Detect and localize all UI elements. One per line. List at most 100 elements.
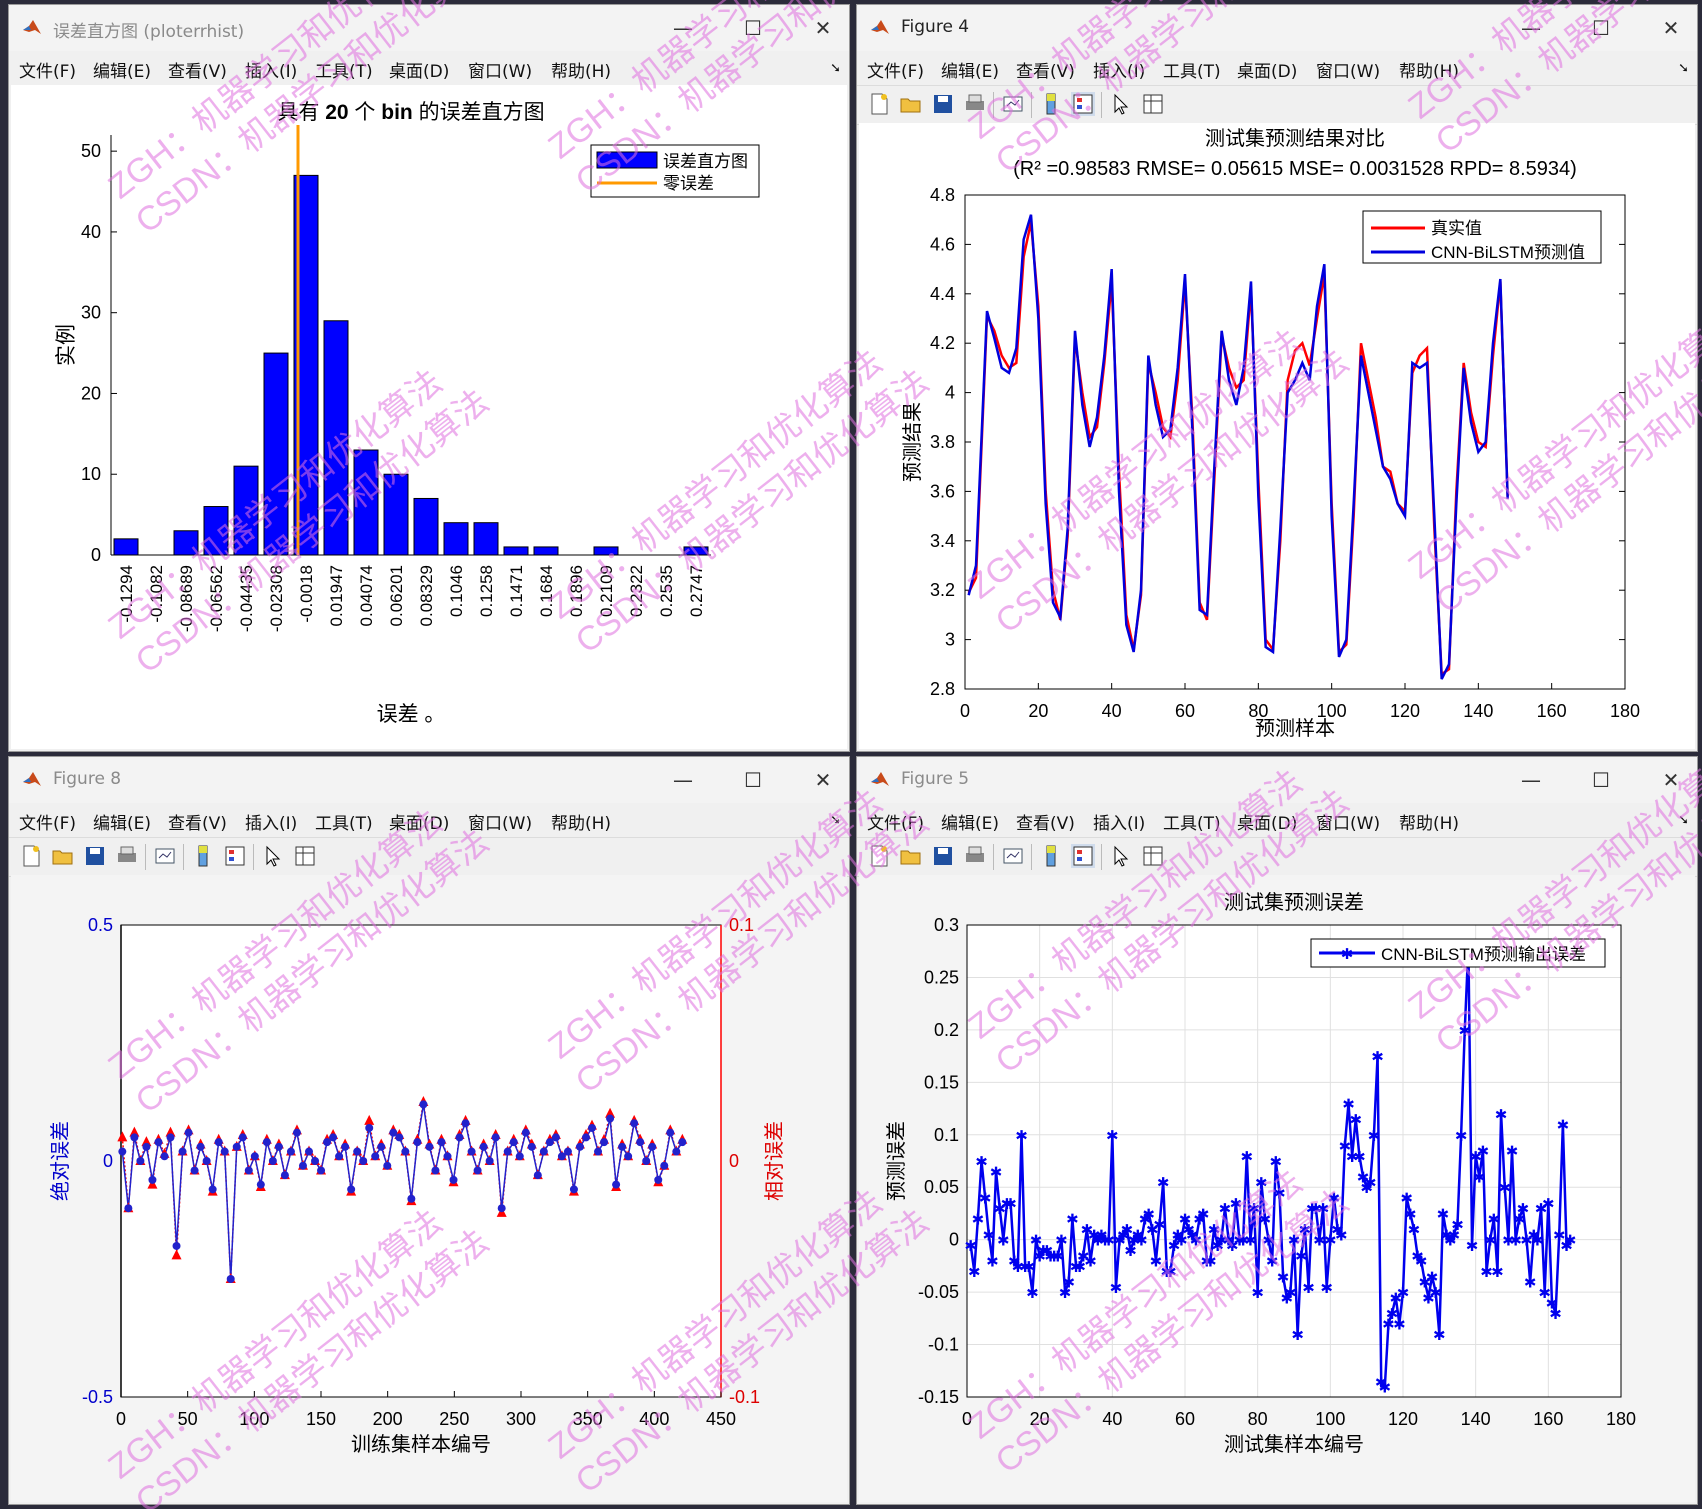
link-plot-icon[interactable] bbox=[1001, 844, 1025, 868]
error-marker: ✱ bbox=[1404, 1206, 1417, 1223]
property-editor-icon[interactable] bbox=[1141, 844, 1165, 868]
menu-file[interactable]: 文件(F) bbox=[867, 62, 925, 82]
titlebar[interactable]: 误差直方图 (ploterrhist) — ☐ ✕ bbox=[9, 5, 849, 51]
link-plot-icon[interactable] bbox=[153, 844, 177, 868]
print-icon[interactable] bbox=[963, 844, 987, 868]
menu-view[interactable]: 查看(V) bbox=[1016, 62, 1075, 82]
close-button[interactable]: ✕ bbox=[1662, 768, 1680, 792]
absolute-error-marker bbox=[262, 1138, 271, 1147]
menu-help[interactable]: 帮助(H) bbox=[1399, 814, 1460, 834]
titlebar[interactable]: Figure 4 — ☐ ✕ bbox=[857, 5, 1697, 51]
open-folder-icon[interactable] bbox=[51, 844, 75, 868]
pointer-icon[interactable] bbox=[261, 844, 285, 868]
minimize-button[interactable]: — bbox=[673, 16, 693, 40]
menu-help[interactable]: 帮助(H) bbox=[1399, 62, 1460, 82]
toolbar-toggle-arrow-icon[interactable]: ➘ bbox=[1678, 61, 1689, 76]
legend-icon[interactable] bbox=[1071, 92, 1095, 116]
menu-tools[interactable]: 工具(T) bbox=[315, 814, 373, 834]
absolute-error-marker bbox=[130, 1133, 139, 1142]
menu-window[interactable]: 窗口(W) bbox=[468, 62, 533, 82]
legend: ✱ CNN-BiLSTM预测输出误差 bbox=[1310, 938, 1606, 968]
new-figure-icon[interactable] bbox=[19, 844, 43, 868]
menu-insert[interactable]: 插入(I) bbox=[1093, 814, 1146, 834]
menu-desktop[interactable]: 桌面(D) bbox=[389, 814, 450, 834]
maximize-button[interactable]: ☐ bbox=[1592, 768, 1610, 792]
property-editor-icon[interactable] bbox=[293, 844, 317, 868]
error-marker: ✱ bbox=[1371, 1049, 1384, 1066]
menu-desktop[interactable]: 桌面(D) bbox=[1237, 814, 1298, 834]
menu-insert[interactable]: 插入(I) bbox=[245, 62, 298, 82]
save-icon[interactable] bbox=[83, 844, 107, 868]
menu-tools[interactable]: 工具(T) bbox=[1163, 814, 1221, 834]
legend-icon[interactable] bbox=[223, 844, 247, 868]
maximize-button[interactable]: ☐ bbox=[744, 768, 762, 792]
error-marker: ✱ bbox=[1317, 1201, 1330, 1218]
minimize-button[interactable]: — bbox=[1521, 768, 1541, 792]
absolute-error-marker bbox=[479, 1142, 488, 1151]
menu-edit[interactable]: 编辑(E) bbox=[93, 62, 152, 82]
menu-help[interactable]: 帮助(H) bbox=[551, 814, 612, 834]
print-icon[interactable] bbox=[115, 844, 139, 868]
menu-window[interactable]: 窗口(W) bbox=[1316, 62, 1381, 82]
link-plot-icon[interactable] bbox=[1001, 92, 1025, 116]
menu-file[interactable]: 文件(F) bbox=[867, 814, 925, 834]
menu-tools[interactable]: 工具(T) bbox=[315, 62, 373, 82]
close-button[interactable]: ✕ bbox=[814, 768, 832, 792]
property-editor-icon[interactable] bbox=[1141, 92, 1165, 116]
legend-icon[interactable] bbox=[1071, 844, 1095, 868]
menu-edit[interactable]: 编辑(E) bbox=[941, 814, 1000, 834]
menu-edit[interactable]: 编辑(E) bbox=[941, 62, 1000, 82]
right-y-tick-label: 0 bbox=[729, 1151, 739, 1171]
plot-box bbox=[964, 194, 1626, 690]
close-button[interactable]: ✕ bbox=[814, 16, 832, 40]
open-folder-icon[interactable] bbox=[899, 92, 923, 116]
menu-view[interactable]: 查看(V) bbox=[168, 814, 227, 834]
toolbar-toggle-arrow-icon[interactable]: ➘ bbox=[830, 61, 841, 76]
minimize-button[interactable]: — bbox=[673, 768, 693, 792]
menu-view[interactable]: 查看(V) bbox=[168, 62, 227, 82]
menu-window[interactable]: 窗口(W) bbox=[468, 814, 533, 834]
menu-file[interactable]: 文件(F) bbox=[19, 62, 77, 82]
save-icon[interactable] bbox=[931, 844, 955, 868]
window-figure-5: Figure 5 — ☐ ✕ 文件(F) 编辑(E) 查看(V) 插入(I) 工… bbox=[856, 756, 1698, 1505]
absolute-error-marker bbox=[359, 1157, 368, 1165]
menu-edit[interactable]: 编辑(E) bbox=[93, 814, 152, 834]
menu-desktop[interactable]: 桌面(D) bbox=[1237, 62, 1298, 82]
menu-file[interactable]: 文件(F) bbox=[19, 814, 77, 834]
toolbar-toggle-arrow-icon[interactable]: ➘ bbox=[830, 813, 841, 828]
error-marker: ✱ bbox=[1244, 1233, 1257, 1250]
print-icon[interactable] bbox=[963, 92, 987, 116]
error-marker: ✱ bbox=[1346, 1149, 1359, 1166]
chart-title-part: 20 bbox=[319, 101, 348, 124]
titlebar[interactable]: Figure 5 — ☐ ✕ bbox=[857, 757, 1697, 803]
menu-tools[interactable]: 工具(T) bbox=[1163, 62, 1221, 82]
close-button[interactable]: ✕ bbox=[1662, 16, 1680, 40]
pointer-icon[interactable] bbox=[1109, 844, 1133, 868]
menu-window[interactable]: 窗口(W) bbox=[1316, 814, 1381, 834]
colorbar-icon[interactable] bbox=[1039, 844, 1063, 868]
menu-desktop[interactable]: 桌面(D) bbox=[389, 62, 450, 82]
colorbar-icon[interactable] bbox=[191, 844, 215, 868]
left-y-tick-label: 0.5 bbox=[88, 915, 113, 935]
menu-insert[interactable]: 插入(I) bbox=[1093, 62, 1146, 82]
new-figure-icon[interactable] bbox=[867, 92, 891, 116]
minimize-button[interactable]: — bbox=[1521, 16, 1541, 40]
save-icon[interactable] bbox=[931, 92, 955, 116]
pointer-icon[interactable] bbox=[1109, 92, 1133, 116]
open-folder-icon[interactable] bbox=[899, 844, 923, 868]
absolute-error-marker bbox=[226, 1275, 235, 1283]
menu-view[interactable]: 查看(V) bbox=[1016, 814, 1075, 834]
toolbar-toggle-arrow-icon[interactable]: ➘ bbox=[1678, 813, 1689, 828]
maximize-button[interactable]: ☐ bbox=[1592, 16, 1610, 40]
absolute-error-marker bbox=[419, 1100, 428, 1109]
absolute-error-marker bbox=[389, 1128, 398, 1137]
menu-help[interactable]: 帮助(H) bbox=[551, 62, 612, 82]
x-tick-label: 300 bbox=[506, 1409, 536, 1429]
colorbar-icon[interactable] bbox=[1039, 92, 1063, 116]
menu-insert[interactable]: 插入(I) bbox=[245, 814, 298, 834]
titlebar[interactable]: Figure 8 — ☐ ✕ bbox=[9, 757, 849, 803]
error-marker: ✱ bbox=[997, 1233, 1010, 1250]
y-tick-label: 0 bbox=[949, 1230, 959, 1250]
new-figure-icon[interactable] bbox=[867, 844, 891, 868]
maximize-button[interactable]: ☐ bbox=[744, 16, 762, 40]
